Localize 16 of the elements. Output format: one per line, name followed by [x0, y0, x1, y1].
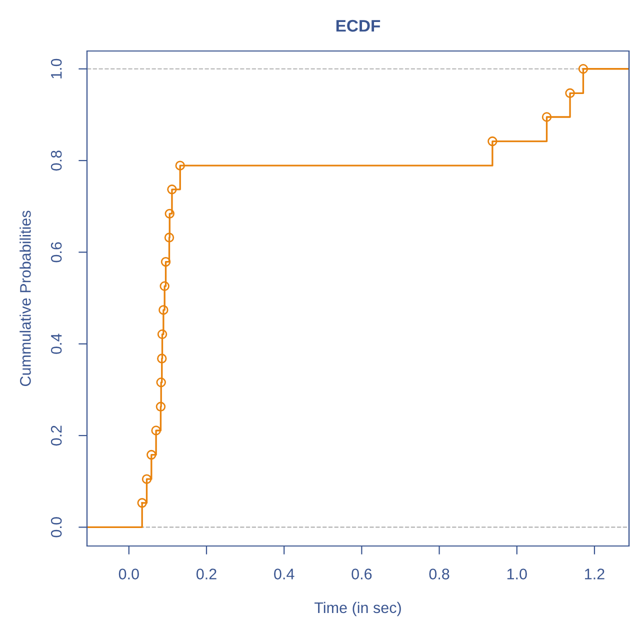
y-tick-label: 0.6: [50, 242, 62, 262]
x-tick-label: 0.2: [196, 568, 216, 580]
x-tick-label: 0.8: [429, 568, 450, 580]
x-tick-label: 1.0: [507, 568, 527, 580]
x-tick-label: 0.4: [274, 568, 294, 580]
y-tick-label: 0.2: [50, 426, 62, 446]
y-tick-label: 0.4: [50, 334, 62, 354]
y-tick-label: 0.0: [50, 517, 62, 538]
y-tick-label: 1.0: [50, 58, 62, 78]
x-tick-label: 1.2: [585, 568, 604, 580]
y-tick-label: 0.8: [50, 150, 62, 171]
chart-title: ECDF: [336, 20, 380, 32]
x-axis-title: Time (in sec): [314, 602, 401, 616]
x-tick-label: 0.6: [352, 568, 372, 580]
y-axis-title: Cummulative Probabilities: [20, 210, 31, 386]
x-tick-label: 0.0: [118, 568, 139, 580]
